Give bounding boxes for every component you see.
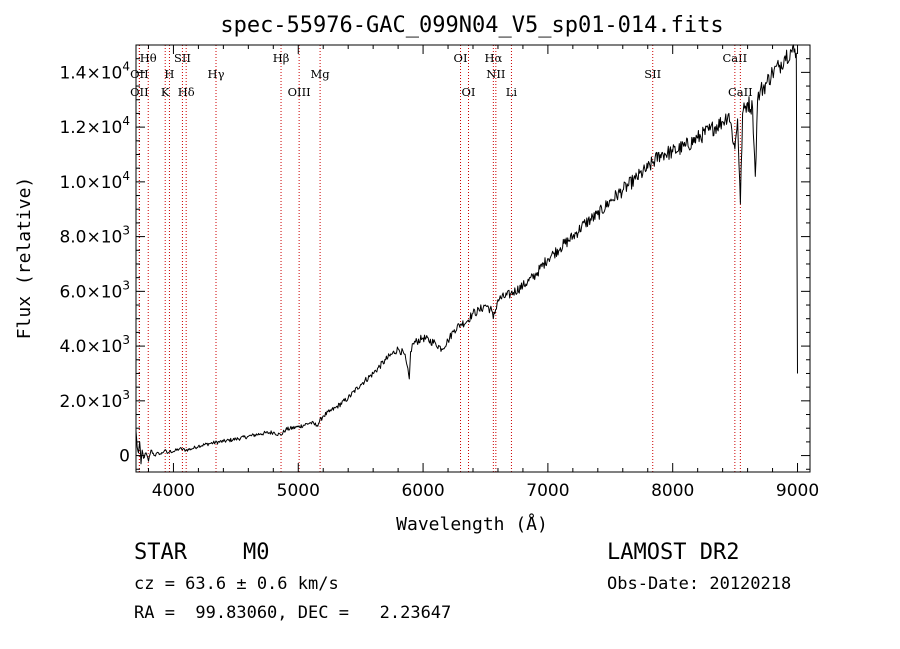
ra-dec: RA = 99.83060, DEC = 2.23647	[134, 603, 452, 623]
marker-label: OI	[462, 85, 476, 99]
spectral-class: STAR	[134, 540, 187, 565]
y-tick-exponent: 3	[122, 224, 130, 238]
spectral-subclass: M0	[243, 540, 270, 565]
marker-label: Mg	[311, 67, 331, 81]
marker-label: OI	[454, 51, 468, 65]
marker-label: Li	[506, 85, 518, 99]
redshift-cz: cz = 63.6 ± 0.6 km/s	[134, 574, 339, 594]
x-tick-label: 8000	[651, 481, 694, 501]
marker-label: Hδ	[178, 85, 195, 99]
x-tick-label: 6000	[401, 481, 444, 501]
axes: 4000 5000 6000 7000 8000 9000 0 2.0×103 4.0×103 6…	[59, 44, 819, 501]
y-tick-exponent: 4	[122, 59, 130, 73]
y-tick-label: 0	[119, 447, 130, 467]
y-tick-exponent: 3	[122, 333, 130, 347]
marker-label: Hγ	[208, 67, 225, 81]
marker-label: Hα	[484, 51, 502, 65]
marker-label: OII	[130, 67, 149, 81]
y-tick-exponent: 3	[122, 278, 130, 292]
marker-label: CaII	[722, 51, 747, 65]
y-tick-label: 6.0×103	[59, 278, 130, 302]
y-tick-label: 2.0×103	[59, 388, 130, 412]
y-tick-label: 4.0×103	[59, 333, 130, 357]
y-tick-exponent: 4	[122, 114, 130, 128]
series-group	[135, 44, 798, 465]
survey-name: LAMOST DR2	[607, 540, 740, 565]
chart-title: spec-55976-GAC_099N04_V5_sp01-014.fits	[220, 13, 723, 38]
marker-label: Hθ	[140, 51, 157, 65]
obs-date: Obs-Date: 20120218	[607, 574, 792, 594]
x-axis-label: Wavelength (Å)	[396, 513, 548, 535]
y-tick-label: 1.2×104	[59, 114, 130, 138]
marker-label: Hβ	[273, 51, 290, 65]
marker-label: OIII	[288, 85, 311, 99]
x-tick-label: 5000	[277, 481, 320, 501]
x-tick-label: 9000	[776, 481, 819, 501]
x-tick-label: 7000	[526, 481, 569, 501]
y-tick-exponent: 3	[122, 388, 130, 402]
x-tick-label: 4000	[152, 481, 195, 501]
marker-label: NII	[486, 67, 505, 81]
y-tick-exponent: 4	[122, 169, 130, 183]
marker-label: SII	[174, 51, 191, 65]
plot-frame	[135, 44, 811, 473]
marker-label: SII	[644, 67, 661, 81]
spectrum-line	[135, 44, 798, 465]
marker-label: H	[164, 67, 174, 81]
y-tick-label: 1.0×104	[59, 169, 130, 193]
marker-label: CaII	[728, 85, 753, 99]
y-axis-label: Flux (relative)	[14, 177, 35, 340]
y-tick-label: 1.4×104	[59, 59, 130, 83]
marker-label: OII	[130, 85, 149, 99]
y-tick-label: 8.0×103	[59, 224, 130, 248]
marker-label: K	[161, 85, 170, 99]
